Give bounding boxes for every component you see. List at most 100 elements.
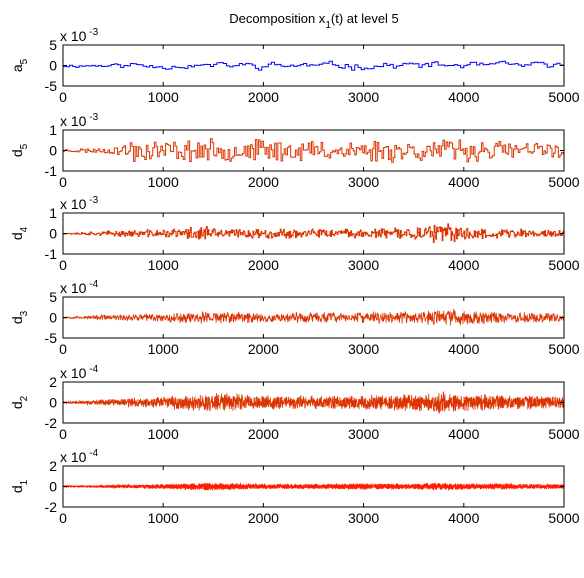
y-axis-label-name: d (9, 316, 25, 324)
x-tick-label: 5000 (548, 89, 579, 105)
y-axis-label-subscript: 5 (19, 143, 30, 149)
x-tick-label: 2000 (248, 510, 279, 526)
y-exponent-base: x 10 (60, 28, 87, 44)
x-tick-label: 5000 (548, 257, 579, 273)
y-axis-label-subscript: 4 (19, 226, 30, 232)
y-tick-label: 0 (49, 310, 57, 326)
x-tick-label: 3000 (348, 426, 379, 442)
y-tick-label: 2 (49, 458, 57, 474)
y-axis-label: d3 (9, 310, 30, 324)
y-tick-label: 2 (49, 374, 57, 390)
y-axis-label: a5 (9, 58, 30, 72)
y-exponent-power: -4 (86, 364, 98, 375)
y-tick-label: -2 (45, 499, 58, 515)
x-tick-label: 4000 (448, 174, 479, 190)
y-tick-label: 0 (49, 479, 57, 495)
x-tick-label: 3000 (348, 341, 379, 357)
x-tick-label: 4000 (448, 257, 479, 273)
y-tick-label: 5 (49, 37, 57, 53)
x-tick-label: 0 (59, 510, 67, 526)
y-axis-label: d4 (9, 226, 30, 240)
x-tick-label: 5000 (548, 341, 579, 357)
y-tick-label: 0 (49, 395, 57, 411)
y-exponent-label: x 10 -3 (60, 112, 99, 129)
y-tick-label: -5 (45, 330, 58, 346)
x-tick-label: 0 (59, 89, 67, 105)
figure-title-main: Decomposition x (229, 11, 326, 26)
x-tick-label: 5000 (548, 510, 579, 526)
y-exponent-power: -3 (86, 195, 98, 206)
y-tick-label: 1 (49, 205, 57, 221)
y-exponent-base: x 10 (60, 196, 87, 212)
x-tick-label: 2000 (248, 89, 279, 105)
x-tick-label: 4000 (448, 341, 479, 357)
figure-title-subscript: 1 (325, 20, 331, 31)
x-tick-label: 3000 (348, 89, 379, 105)
x-tick-label: 1000 (148, 510, 179, 526)
x-tick-label: 0 (59, 174, 67, 190)
x-tick-label: 2000 (248, 426, 279, 442)
y-exponent-label: x 10 -4 (60, 448, 99, 465)
series-d2-line (63, 391, 564, 414)
y-tick-label: -1 (45, 246, 58, 262)
y-axis-label-subscript: 2 (19, 395, 30, 401)
y-axis-label-subscript: 5 (19, 58, 30, 64)
y-exponent-power: -4 (86, 279, 98, 290)
y-exponent-label: x 10 -4 (60, 279, 99, 296)
y-tick-label: 0 (49, 58, 57, 74)
y-axis-label-subscript: 3 (19, 310, 30, 316)
series-d3-line (63, 308, 564, 326)
x-tick-label: 0 (59, 341, 67, 357)
y-exponent-base: x 10 (60, 365, 87, 381)
x-tick-label: 1000 (148, 89, 179, 105)
x-tick-label: 5000 (548, 426, 579, 442)
y-tick-label: 0 (49, 226, 57, 242)
y-axis-label-subscript: 1 (19, 479, 30, 485)
y-exponent-power: -3 (86, 112, 98, 123)
y-axis-label-name: d (9, 232, 25, 240)
x-tick-label: 1000 (148, 426, 179, 442)
x-tick-label: 3000 (348, 257, 379, 273)
y-tick-label: 0 (49, 143, 57, 159)
y-exponent-label: x 10 -3 (60, 195, 99, 212)
y-axis-label: d2 (9, 395, 30, 409)
x-tick-label: 2000 (248, 341, 279, 357)
series-a5-line (63, 60, 564, 71)
y-tick-label: 5 (49, 289, 57, 305)
y-exponent-label: x 10 -3 (60, 27, 99, 44)
y-exponent-power: -4 (86, 448, 98, 459)
y-tick-label: -1 (45, 163, 58, 179)
x-tick-label: 0 (59, 257, 67, 273)
y-axis-label: d5 (9, 143, 30, 157)
x-tick-label: 1000 (148, 174, 179, 190)
x-tick-label: 0 (59, 426, 67, 442)
x-tick-label: 2000 (248, 257, 279, 273)
y-exponent-base: x 10 (60, 113, 87, 129)
y-axis-label-name: d (9, 485, 25, 493)
y-exponent-power: -3 (86, 27, 98, 38)
y-exponent-base: x 10 (60, 280, 87, 296)
series-d1-line (63, 482, 564, 491)
y-tick-label: 1 (49, 122, 57, 138)
x-tick-label: 4000 (448, 89, 479, 105)
y-axis-label-name: d (9, 401, 25, 409)
x-tick-label: 5000 (548, 174, 579, 190)
y-axis-label: d1 (9, 479, 30, 493)
series-d4-line (63, 223, 564, 243)
x-tick-label: 3000 (348, 174, 379, 190)
y-axis-label-name: d (9, 149, 25, 157)
y-exponent-label: x 10 -4 (60, 364, 99, 381)
x-tick-label: 1000 (148, 341, 179, 357)
series-d5-line (63, 138, 564, 163)
figure-title: Decomposition x1(t) at level 5 (229, 11, 399, 31)
figure-title-tail: (t) at level 5 (331, 11, 399, 26)
y-axis-label-name: a (9, 64, 25, 72)
